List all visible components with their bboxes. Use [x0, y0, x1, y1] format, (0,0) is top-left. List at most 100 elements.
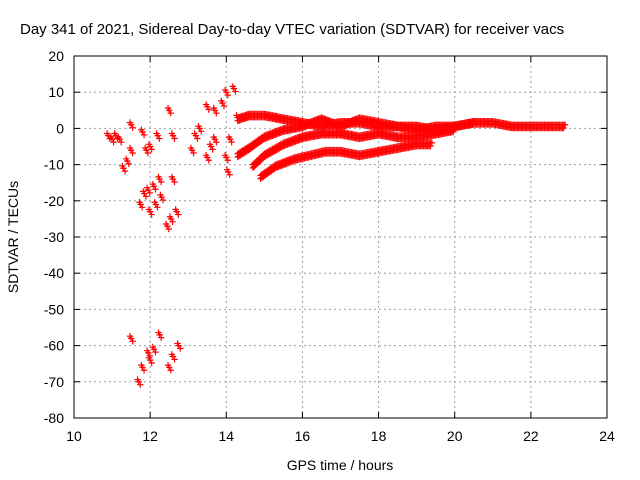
data-point-marker [225, 133, 233, 141]
data-point-marker [167, 367, 174, 374]
data-point-marker [145, 206, 153, 213]
data-point-marker [221, 151, 229, 159]
data-point-marker [168, 130, 176, 137]
y-tick-label: -10 [44, 157, 64, 173]
data-point-marker [194, 135, 201, 142]
x-axis-label: GPS time / hours [287, 457, 394, 473]
data-point-marker [427, 142, 434, 150]
data-point-marker [171, 178, 178, 186]
data-point-marker [129, 338, 136, 345]
data-point-marker [111, 130, 118, 137]
y-tick-label: -40 [44, 265, 64, 281]
data-point-marker [156, 135, 163, 142]
data-point-marker [470, 117, 477, 125]
data-point-marker [152, 186, 159, 193]
data-point-marker [140, 131, 148, 139]
data-point-marker [151, 199, 158, 206]
data-point-marker [428, 139, 436, 147]
data-point-marker [166, 213, 174, 220]
y-tick-label: -30 [44, 229, 64, 245]
data-point-marker [140, 188, 147, 195]
data-point-marker [136, 199, 143, 206]
data-point-marker [115, 133, 122, 141]
data-point-marker [171, 356, 178, 363]
data-point-marker [165, 225, 172, 233]
x-tick-label: 22 [523, 428, 539, 444]
data-point-marker [172, 206, 179, 213]
y-tick-label: 20 [48, 48, 64, 64]
data-point-marker [119, 162, 126, 170]
data-point-marker [171, 135, 178, 142]
data-point-marker [157, 191, 164, 199]
data-point-marker [218, 97, 225, 105]
data-point-marker [450, 128, 457, 136]
y-axis-label: SDTVAR / TECUs [5, 181, 21, 293]
data-point-marker [159, 196, 167, 204]
data-point-marker [157, 334, 165, 341]
y-tick-label: -20 [44, 193, 64, 209]
data-point-marker [125, 160, 133, 168]
data-point-marker [226, 171, 233, 178]
data-point-marker [232, 88, 239, 95]
y-tick-label: -60 [44, 338, 64, 354]
data-point-marker [154, 204, 161, 211]
data-point-marker [143, 347, 151, 354]
data-point-marker [149, 180, 157, 188]
data-point-marker [213, 109, 220, 117]
data-point-marker [187, 144, 195, 152]
data-point-marker [126, 144, 134, 152]
x-tick-label: 16 [295, 428, 311, 444]
data-point-marker [157, 178, 165, 186]
x-tick-label: 20 [447, 428, 463, 444]
data-point-marker [197, 128, 205, 135]
data-point-marker [137, 381, 144, 388]
data-point-marker [152, 348, 159, 356]
data-point-marker [451, 125, 458, 132]
data-point-marker [561, 121, 569, 128]
data-point-marker [126, 119, 134, 126]
data-point-marker [149, 343, 157, 351]
data-point-marker [164, 104, 172, 112]
data-point-marker [118, 138, 125, 146]
x-tick-label: 18 [371, 428, 387, 444]
data-point-marker [148, 146, 155, 153]
data-point-marker [134, 376, 141, 383]
data-point-marker [205, 106, 212, 113]
data-point-marker [143, 184, 151, 191]
data-point-marker [122, 155, 130, 163]
data-point-marker [141, 144, 149, 152]
chart-title: Day 341 of 2021, Sidereal Day-to-day VTE… [20, 21, 564, 38]
data-point-marker [202, 151, 210, 159]
data-point-marker [146, 189, 153, 197]
data-point-marker [191, 130, 198, 137]
data-point-marker [148, 359, 155, 367]
data-point-marker [229, 83, 236, 90]
data-point-marker [121, 167, 129, 175]
data-point-marker [145, 354, 153, 362]
data-point-marker [164, 361, 172, 369]
data-point-marker [210, 104, 217, 112]
x-tick-label: 12 [142, 428, 158, 444]
data-point-marker [155, 329, 162, 336]
data-point-marker [224, 91, 232, 99]
data-point-marker [206, 141, 214, 148]
data-point-marker [190, 149, 197, 157]
data-point-marker [140, 367, 148, 374]
data-point-marker [103, 130, 111, 137]
data-point-marker [167, 109, 174, 117]
data-point-marker [202, 101, 210, 108]
y-tick-label: -70 [44, 374, 64, 390]
data-point-marker [221, 86, 229, 94]
data-point-marker [129, 124, 136, 131]
data-point-marker [126, 332, 134, 340]
data-point-marker [210, 133, 217, 141]
x-tick-label: 14 [218, 428, 234, 444]
data-point-marker [560, 124, 567, 132]
data-point-marker [153, 130, 160, 137]
data-point-marker [220, 102, 228, 110]
data-point-marker [142, 193, 150, 200]
y-tick-label: -50 [44, 301, 64, 317]
data-point-marker [138, 361, 145, 369]
data-point-marker [148, 211, 155, 218]
